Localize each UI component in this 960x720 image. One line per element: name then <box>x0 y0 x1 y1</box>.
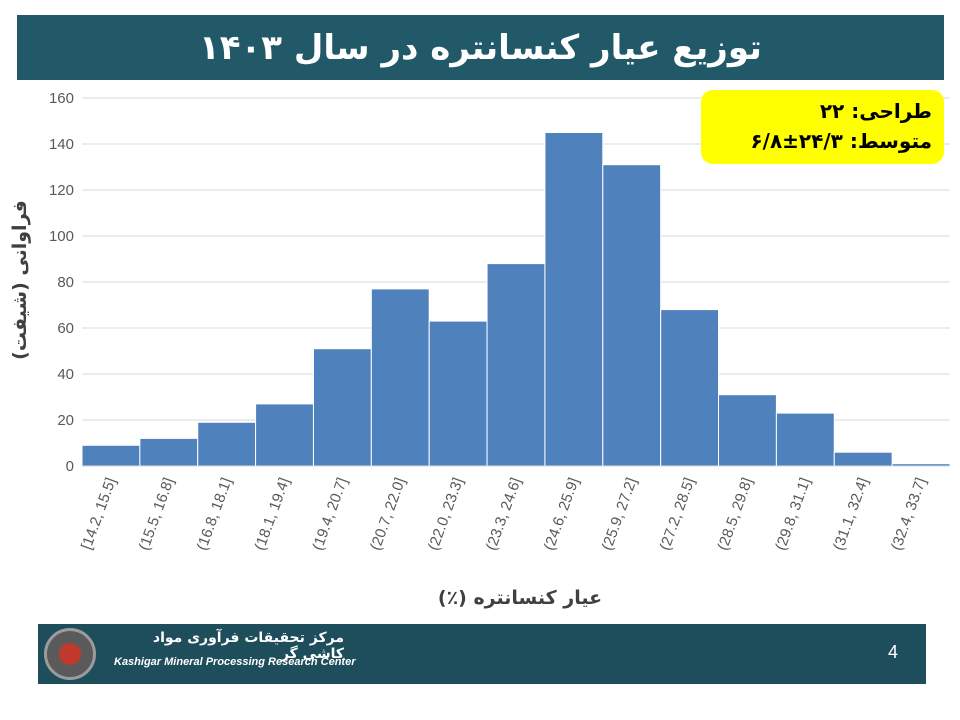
y-tick-label: 40 <box>57 366 74 383</box>
y-axis-label: فراوانی (شیفت) <box>9 200 31 360</box>
y-tick-label: 120 <box>49 182 74 199</box>
histogram-chart: 0 20 40 60 80 100 120 140 160 [14.2, 15.5] (15.5,… <box>9 90 951 609</box>
x-tick-label: (27.2, 28.5] <box>656 476 698 553</box>
y-tick-label: 20 <box>57 412 74 429</box>
info-box: طراحی: ۲۲ متوسط: ۲۴/۳±۶/۸ <box>701 90 944 164</box>
x-tick-label: (25.9, 27.2] <box>599 476 641 553</box>
page-number: 4 <box>888 642 899 662</box>
x-axis-ticks: [14.2, 15.5] (15.5, 16.8] (16.8, 18.1] (18.… <box>78 476 930 553</box>
y-tick-label: 100 <box>49 228 74 245</box>
y-axis-ticks: 0 20 40 60 80 100 120 140 160 <box>49 90 74 475</box>
x-tick-label: (15.5, 16.8] <box>136 476 178 553</box>
x-tick-label: (18.1, 19.4] <box>251 476 293 553</box>
histogram-bar <box>833 451 893 467</box>
histogram-bar <box>544 132 604 467</box>
x-tick-label: (31.1, 32.4] <box>830 476 872 553</box>
histogram-bar <box>370 288 430 467</box>
histogram-bar <box>197 421 257 467</box>
mean-value: متوسط: ۲۴/۳±۶/۸ <box>750 129 932 153</box>
histogram-bar <box>602 164 662 467</box>
y-tick-label: 140 <box>49 136 74 153</box>
x-tick-label: (16.8, 18.1] <box>193 476 235 553</box>
x-axis-label: عیار کنسانتره (٪) <box>438 587 602 609</box>
org-name-en: Kashigar Mineral Processing Research Cen… <box>114 656 356 668</box>
x-tick-label: (29.8, 31.1] <box>772 476 814 553</box>
histogram-bar <box>718 394 777 467</box>
histogram-bar <box>139 437 199 467</box>
histogram-bar <box>486 263 546 467</box>
x-tick-label: (28.5, 29.8] <box>714 476 756 553</box>
histogram-bar <box>312 348 372 467</box>
y-tick-label: 60 <box>57 320 74 337</box>
histogram-bar <box>428 320 488 467</box>
footer-bar: مرکز تحقیقات فرآوری مواد کاشی گر Kashiga… <box>38 624 926 684</box>
histogram-bar <box>660 309 720 467</box>
x-tick-label: (24.6, 25.9] <box>541 476 583 553</box>
y-tick-label: 160 <box>49 90 74 107</box>
chart-bars <box>81 132 951 467</box>
y-tick-label: 80 <box>57 274 74 291</box>
histogram-bar <box>81 444 141 467</box>
x-tick-label: (20.7, 22.0] <box>367 476 409 553</box>
design-value: طراحی: ۲۲ <box>819 99 932 123</box>
histogram-bar <box>775 412 835 467</box>
x-tick-label: (22.0, 23.3] <box>425 476 467 553</box>
kashigar-logo-icon <box>44 628 96 680</box>
org-name-fa: مرکز تحقیقات فرآوری مواد کاشی گر <box>152 630 344 662</box>
x-tick-label: (23.3, 24.6] <box>483 476 525 553</box>
y-tick-label: 0 <box>66 458 74 475</box>
histogram-bar <box>255 403 314 467</box>
x-tick-label: (32.4, 33.7] <box>888 476 930 553</box>
x-tick-label: (19.4, 20.7] <box>309 476 351 553</box>
slide-title: توزیع عیار کنسانتره در سال ۱۴۰۳ <box>17 15 944 80</box>
x-tick-label: [14.2, 15.5] <box>78 476 120 552</box>
